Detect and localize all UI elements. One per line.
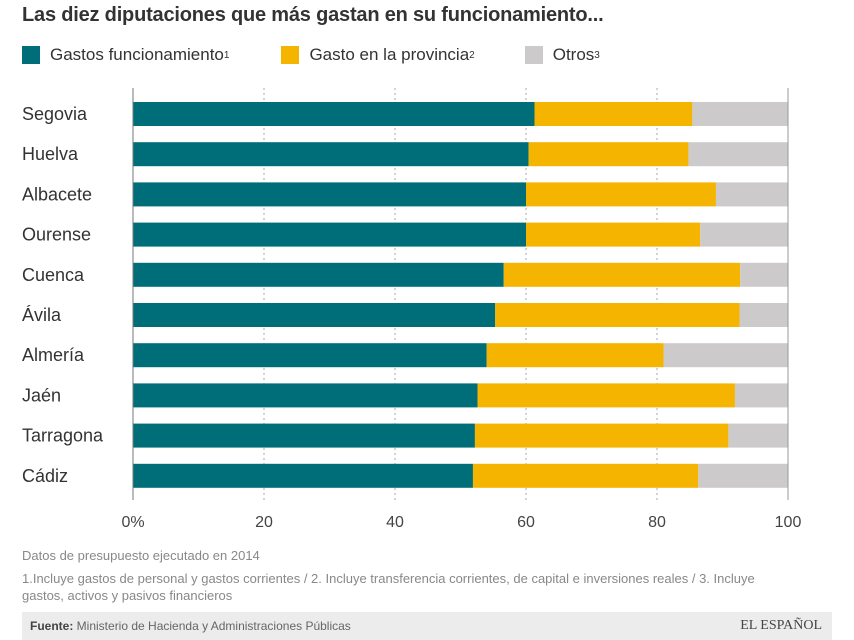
x-tick-label: 80 <box>648 514 666 531</box>
x-tick-label: 0% <box>121 514 144 531</box>
category-label: Segovia <box>22 104 88 124</box>
bar-segment-otros <box>663 343 788 368</box>
bar-segment-gastos-funcionamiento <box>133 142 529 167</box>
bar-segment-gastos-funcionamiento <box>133 102 535 126</box>
bar-segment-otros <box>740 262 788 287</box>
category-label: Ourense <box>22 225 91 245</box>
note-data-year: Datos de presupuesto ejecutado en 2014 <box>22 548 260 563</box>
bar-segment-gasto-provincia <box>526 182 716 207</box>
legend: Gastos funcionamiento 1 Gasto en la provi… <box>22 45 624 65</box>
bar-segment-gasto-provincia <box>526 222 701 247</box>
source: Fuente: Ministerio de Hacienda y Adminis… <box>30 619 351 633</box>
x-tick-label: 60 <box>517 514 535 531</box>
bar-segment-gasto-provincia <box>495 303 740 327</box>
legend-swatch <box>22 46 40 64</box>
source-text: Ministerio de Hacienda y Administracione… <box>73 619 351 633</box>
legend-label: Gasto en la provincia <box>309 45 470 64</box>
bar-segment-gasto-provincia <box>477 383 735 408</box>
category-label: Jaén <box>22 385 61 405</box>
legend-swatch <box>524 46 543 64</box>
legend-label: Gastos funcionamiento <box>50 45 224 64</box>
category-label: Cuenca <box>22 265 85 285</box>
note-footnotes: 1.Incluye gastos de personal y gastos co… <box>22 571 755 603</box>
legend-item-gasto-provincia: Gasto en la provincia 2 <box>281 45 475 65</box>
category-label: Tarragona <box>22 426 104 446</box>
stacked-bar-chart: 0% 20 40 60 80 100 Segovia Huelva Albacete Ourens… <box>22 88 802 531</box>
bar-segment-gastos-funcionamiento <box>133 383 478 408</box>
bar-segment-gasto-provincia <box>503 262 741 287</box>
bar-segment-otros <box>728 423 788 448</box>
bar-segment-otros <box>692 102 788 126</box>
bar-segment-gasto-provincia <box>534 102 693 126</box>
bar-segment-gasto-provincia <box>472 463 699 488</box>
footer: Fuente: Ministerio de Hacienda y Adminis… <box>22 612 832 640</box>
bar-segment-otros <box>715 182 788 207</box>
bar-segment-otros <box>700 222 788 247</box>
x-tick-label: 20 <box>255 514 273 531</box>
chart-title: Las diez diputaciones que más gastan en … <box>22 4 604 26</box>
legend-sup: 1 <box>223 49 230 61</box>
bar-segment-otros <box>734 383 788 408</box>
bar-segment-otros <box>688 142 788 167</box>
bar-segment-gasto-provincia <box>486 343 664 368</box>
category-label: Ávila <box>22 305 62 325</box>
legend-item-otros: Otros 3 <box>524 45 600 65</box>
bar-segment-otros <box>739 303 788 327</box>
category-label: Huelva <box>22 144 79 164</box>
el-espanol-logo: EL ESPAÑOL <box>740 618 822 633</box>
bar-segment-gastos-funcionamiento <box>133 303 496 327</box>
x-tick-label: 100 <box>775 514 802 531</box>
bar-segment-otros <box>698 463 788 488</box>
category-label: Albacete <box>22 184 92 204</box>
bar-segment-gastos-funcionamiento <box>133 423 475 448</box>
category-label: Almería <box>22 345 85 365</box>
bar-segment-gastos-funcionamiento <box>133 262 504 287</box>
legend-sup: 2 <box>469 49 475 61</box>
bar-segment-gastos-funcionamiento <box>133 463 473 488</box>
bar-segment-gastos-funcionamiento <box>133 182 526 207</box>
bar-segment-gasto-provincia <box>528 142 689 167</box>
legend-label: Otros <box>552 45 595 64</box>
legend-swatch <box>281 46 300 64</box>
source-label: Fuente: <box>30 619 74 633</box>
x-tick-label: 40 <box>386 514 404 531</box>
bar-segment-gastos-funcionamiento <box>133 343 487 368</box>
legend-item-gastos-funcionamiento: Gastos funcionamiento 1 <box>22 45 229 65</box>
category-label: Cádiz <box>22 466 68 486</box>
legend-sup: 3 <box>594 49 600 61</box>
bar-segment-gastos-funcionamiento <box>133 222 526 247</box>
bar-segment-gasto-provincia <box>474 423 729 448</box>
